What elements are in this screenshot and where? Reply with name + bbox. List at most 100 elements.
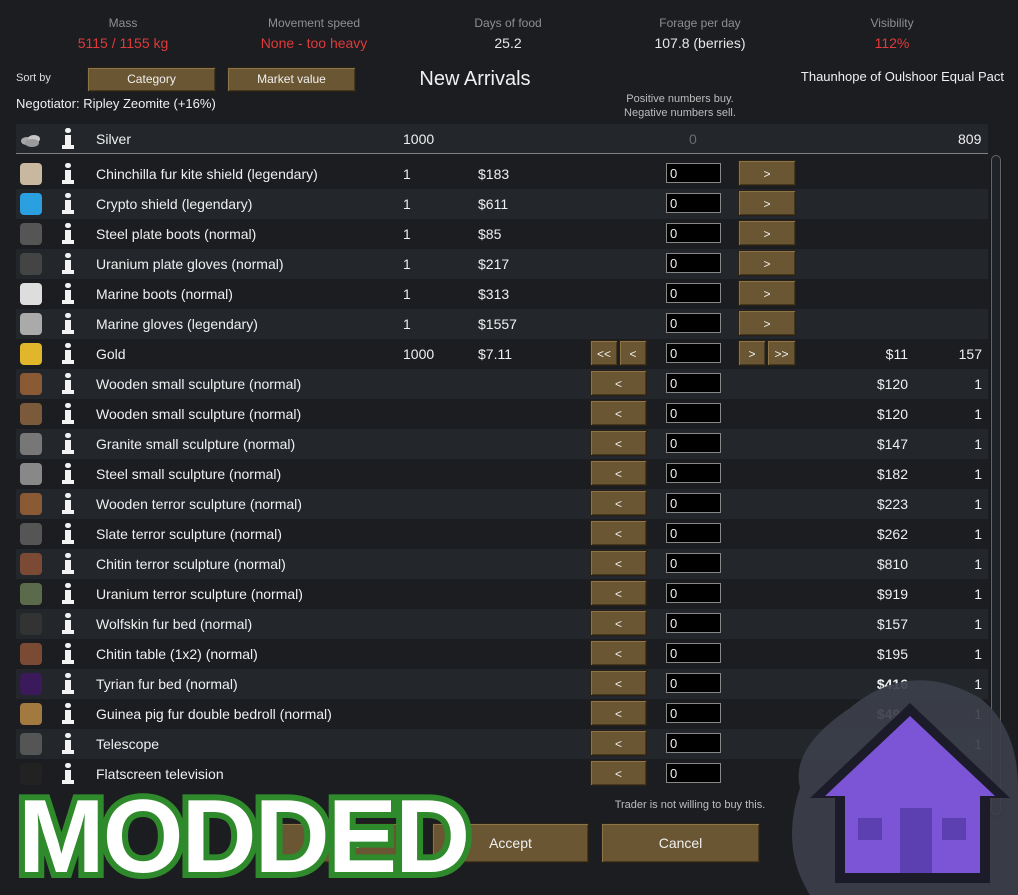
trade-amount-input[interactable]: 0	[666, 283, 721, 303]
trade-row: Chinchilla fur kite shield (legendary) 1 $…	[16, 159, 988, 189]
trade-amount-input[interactable]: 0	[666, 583, 721, 603]
buy-button[interactable]: >	[738, 340, 766, 366]
stat-label: Forage per day	[659, 16, 741, 30]
info-icon[interactable]	[62, 613, 74, 635]
trade-amount-input[interactable]: 0	[666, 733, 721, 753]
sell-button[interactable]: <	[590, 430, 647, 456]
cancel-button[interactable]: Cancel	[601, 823, 760, 863]
sort-by-label: Sort by	[16, 72, 51, 84]
item-icon	[20, 163, 42, 185]
trade-amount-input[interactable]: 0	[666, 403, 721, 423]
trade-row: Tyrian fur bed (normal) <0 $416 1	[16, 669, 988, 699]
trader-count: 157	[958, 346, 982, 362]
buy-button[interactable]: >	[738, 310, 796, 336]
colony-count: 1	[403, 256, 411, 272]
trade-amount-input[interactable]: 0	[666, 763, 721, 783]
accept-button[interactable]: Accept	[432, 823, 589, 863]
sell-button[interactable]: <	[590, 370, 647, 396]
stat-movement-speed: Movement speed None - too heavy	[234, 16, 394, 51]
sort-category-button[interactable]: Category	[87, 67, 216, 92]
info-icon[interactable]	[62, 523, 74, 545]
sell-all-button[interactable]: <<	[590, 340, 618, 366]
house-logo-icon	[792, 680, 1018, 895]
sell-button[interactable]: <	[619, 340, 647, 366]
info-icon[interactable]	[62, 433, 74, 455]
info-icon[interactable]	[62, 373, 74, 395]
info-icon[interactable]	[62, 253, 74, 275]
sell-button[interactable]: <	[590, 700, 647, 726]
trade-row: Steel small sculpture (normal) <0 $182 1	[16, 459, 988, 489]
item-icon	[20, 553, 42, 575]
trader-count: 1	[974, 676, 982, 692]
info-icon[interactable]	[62, 223, 74, 245]
trade-amount-input[interactable]: 0	[666, 673, 721, 693]
item-name: Tyrian fur bed (normal)	[96, 676, 238, 692]
sell-button[interactable]: <	[590, 760, 647, 786]
sell-button[interactable]: <	[590, 640, 647, 666]
trade-amount-input[interactable]: 0	[666, 163, 721, 183]
info-icon[interactable]	[62, 703, 74, 725]
info-icon[interactable]	[62, 493, 74, 515]
buy-all-button[interactable]: >>	[767, 340, 796, 366]
sell-button[interactable]: <	[590, 670, 647, 696]
item-icon	[20, 343, 42, 365]
sell-button[interactable]: <	[590, 460, 647, 486]
colony-count: 1	[403, 316, 411, 332]
buy-button[interactable]: >	[738, 280, 796, 306]
info-icon[interactable]	[62, 283, 74, 305]
trade-amount-input[interactable]: 0	[666, 463, 721, 483]
info-icon[interactable]	[62, 193, 74, 215]
trade-amount-input[interactable]: 0	[666, 343, 721, 363]
info-icon[interactable]	[62, 163, 74, 185]
trade-amount-input[interactable]: 0	[666, 553, 721, 573]
trade-amount-input[interactable]: 0	[666, 643, 721, 663]
trader-count: 1	[974, 556, 982, 572]
trade-amount-input[interactable]: 0	[666, 493, 721, 513]
trade-amount-input[interactable]: 0	[666, 703, 721, 723]
info-icon[interactable]	[62, 313, 74, 335]
buy-button[interactable]: >	[738, 220, 796, 246]
sort-market-value-button[interactable]: Market value	[227, 67, 356, 92]
buy-button[interactable]: >	[738, 160, 796, 186]
trade-amount-input[interactable]: 0	[666, 193, 721, 213]
buy-button[interactable]: >	[738, 250, 796, 276]
sell-button[interactable]: <	[590, 550, 647, 576]
colony-price: $611	[478, 196, 509, 212]
info-icon[interactable]	[62, 403, 74, 425]
info-icon[interactable]	[62, 343, 74, 365]
sell-button[interactable]: <	[590, 730, 647, 756]
sell-button[interactable]: <	[590, 490, 647, 516]
trade-amount-input[interactable]: 0	[666, 313, 721, 333]
buy-button[interactable]: >	[738, 190, 796, 216]
sell-button[interactable]: <	[590, 400, 647, 426]
info-icon[interactable]	[62, 463, 74, 485]
info-icon[interactable]	[62, 673, 74, 695]
trade-amount-input[interactable]: 0	[666, 613, 721, 633]
trade-amount-input[interactable]: 0	[666, 433, 721, 453]
trade-amount: 0	[689, 131, 697, 147]
trade-row: Flatscreen television <0	[16, 759, 988, 789]
trader-price: $157	[876, 616, 908, 632]
trade-amount-input[interactable]: 0	[666, 223, 721, 243]
sell-button[interactable]: <	[590, 580, 647, 606]
trade-amount-input[interactable]: 0	[666, 523, 721, 543]
item-name: Telescope	[96, 736, 160, 752]
trade-amount-input[interactable]: 0	[666, 253, 721, 273]
info-icon[interactable]	[62, 763, 74, 785]
info-icon[interactable]	[62, 553, 74, 575]
colony-count: 1	[403, 286, 411, 302]
item-name: Uranium plate gloves (normal)	[96, 256, 284, 272]
hint-buy: Positive numbers buy.	[626, 93, 734, 105]
trade-amount-input[interactable]: 0	[666, 373, 721, 393]
info-icon[interactable]	[62, 128, 74, 150]
info-icon[interactable]	[62, 733, 74, 755]
sell-button[interactable]: <	[590, 520, 647, 546]
item-icon	[20, 703, 42, 725]
stat-label: Movement speed	[267, 16, 361, 30]
reset-button[interactable]: Reset	[262, 823, 419, 863]
item-icon	[20, 193, 42, 215]
info-icon[interactable]	[62, 643, 74, 665]
trader-price: $182	[876, 466, 908, 482]
sell-button[interactable]: <	[590, 610, 647, 636]
info-icon[interactable]	[62, 583, 74, 605]
